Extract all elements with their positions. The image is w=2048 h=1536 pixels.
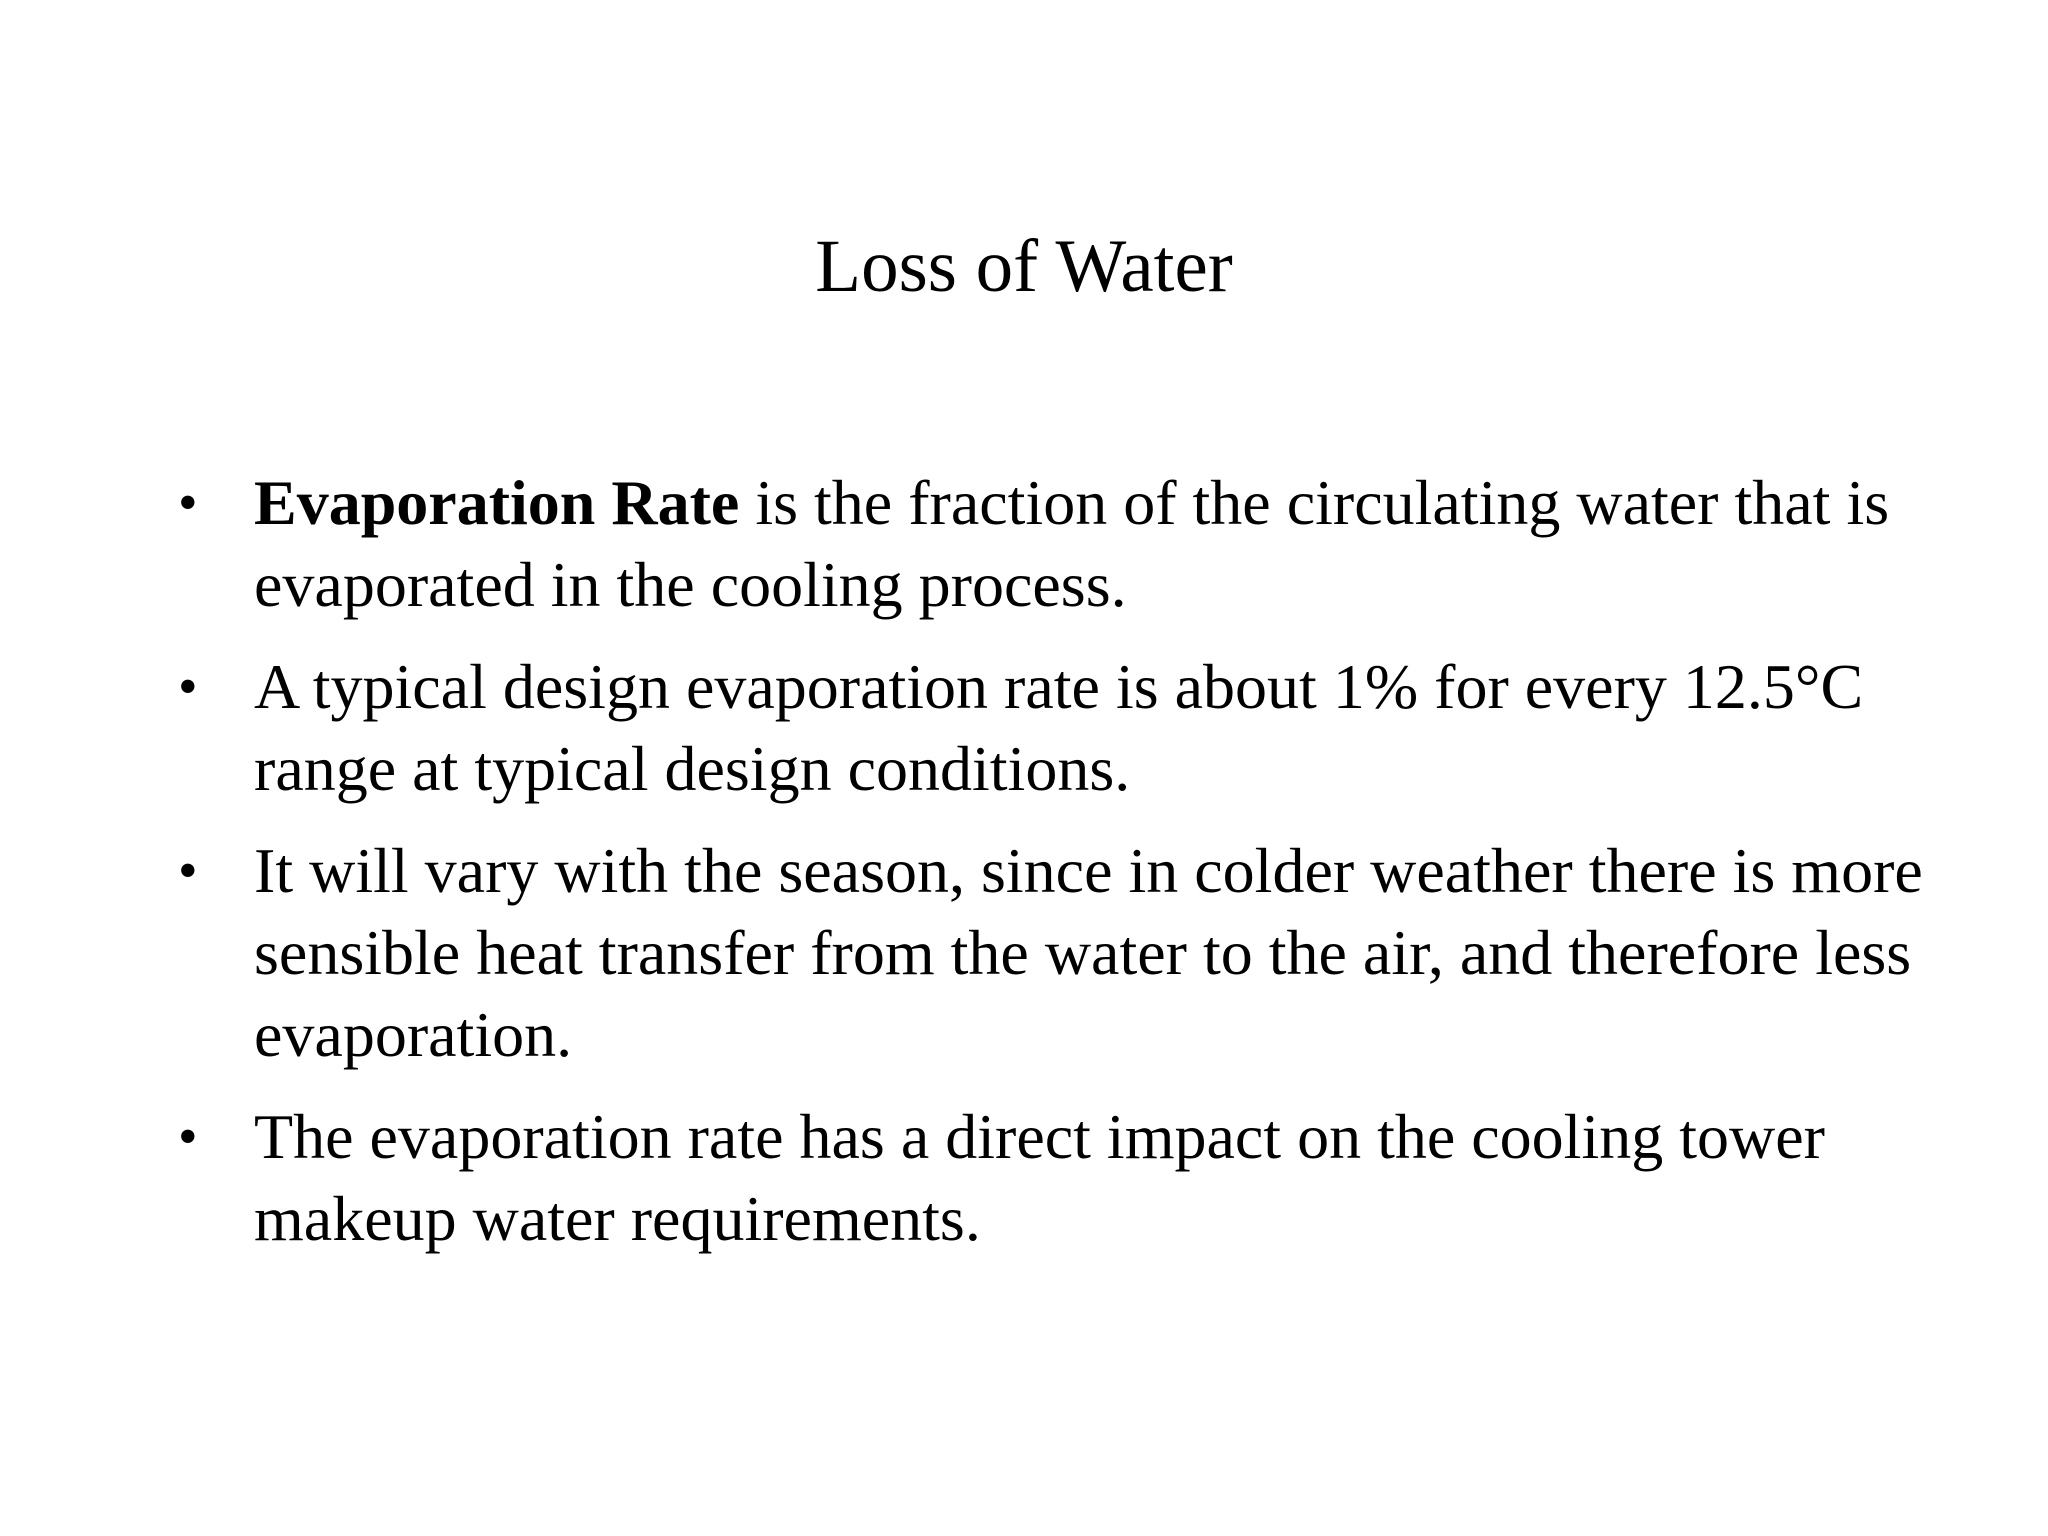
bullet-item-makeup-water: • The evaporation rate has a direct impa… — [0, 1096, 2048, 1260]
bullet-item-typical-rate: • A typical design evaporation rate is a… — [0, 646, 2048, 810]
bullet-body: is the fraction of the circulating water… — [254, 467, 1890, 620]
bullet-icon: • — [178, 472, 198, 534]
bullet-icon: • — [178, 656, 198, 718]
bold-term: Evaporation Rate — [254, 467, 740, 538]
bullet-text: It will vary with the season, since in c… — [254, 835, 1923, 1070]
bullet-text: Evaporation Rate is the fraction of the … — [254, 462, 2008, 626]
bullet-icon: • — [178, 1106, 198, 1168]
slide-title: Loss of Water — [815, 225, 1233, 308]
bullet-item-seasonal-variation: • It will vary with the season, since in… — [0, 830, 2048, 1076]
bullet-icon: • — [178, 840, 198, 902]
bullet-item-evaporation-rate: • Evaporation Rate is the fraction of th… — [0, 462, 2048, 626]
bullet-list: • Evaporation Rate is the fraction of th… — [0, 462, 2048, 1280]
bullet-text: The evaporation rate has a direct impact… — [254, 1101, 1825, 1254]
bullet-text: A typical design evaporation rate is abo… — [254, 651, 1864, 804]
